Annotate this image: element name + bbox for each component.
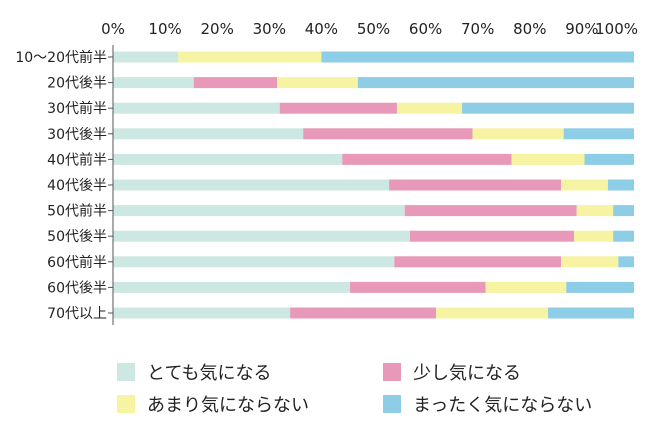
bar-segment bbox=[618, 256, 634, 268]
bar-segment bbox=[113, 307, 291, 319]
bar-segment bbox=[436, 307, 549, 319]
bar-segment bbox=[607, 179, 634, 191]
bar-segment bbox=[394, 256, 562, 268]
bar-segment bbox=[613, 205, 634, 217]
bar-segment bbox=[357, 77, 634, 89]
category-label: 40代後半 bbox=[47, 178, 107, 194]
x-tick-label: 70% bbox=[461, 20, 494, 38]
category-label: 30代前半 bbox=[47, 100, 107, 117]
bar-segment bbox=[548, 307, 634, 319]
bar-segment bbox=[462, 102, 634, 114]
bar-segment bbox=[113, 179, 390, 191]
x-tick-label: 60% bbox=[409, 20, 442, 38]
bar-segment bbox=[113, 51, 179, 63]
bar-segment bbox=[561, 256, 619, 268]
category-label: 50代後半 bbox=[47, 229, 107, 245]
bar-segment bbox=[113, 153, 343, 165]
x-tick-label: 80% bbox=[513, 20, 546, 38]
bar-segment bbox=[404, 205, 577, 217]
x-tick-label: 20% bbox=[201, 20, 234, 38]
x-tick-label: 50% bbox=[357, 20, 390, 38]
category-label: 50代前半 bbox=[47, 203, 107, 220]
bar-segment bbox=[350, 281, 486, 293]
x-tick-label: 0% bbox=[101, 20, 125, 38]
bar-segment bbox=[113, 256, 395, 268]
category-label: 60代前半 bbox=[47, 254, 107, 271]
category-label: 10〜20代前半 bbox=[15, 49, 107, 66]
x-tick-label: 90% bbox=[565, 20, 598, 38]
bar-segment bbox=[485, 281, 567, 293]
bar-segment bbox=[113, 102, 280, 114]
bar-segment bbox=[566, 281, 634, 293]
category-label: 30代後半 bbox=[47, 127, 107, 143]
category-label: 70代以上 bbox=[47, 306, 107, 322]
bar-segment bbox=[303, 128, 473, 140]
bar-segment bbox=[472, 128, 564, 140]
bar-segment bbox=[113, 128, 304, 140]
bar-segment bbox=[396, 102, 463, 114]
bar-segment bbox=[389, 179, 562, 191]
bar-segment bbox=[113, 230, 410, 242]
bar-segment bbox=[409, 230, 575, 242]
bar-segment bbox=[511, 153, 585, 165]
bar-segments bbox=[113, 51, 634, 319]
bar-segment bbox=[584, 153, 634, 165]
category-label: 40代前半 bbox=[47, 151, 107, 168]
bar-segment bbox=[113, 205, 405, 217]
bar-segment bbox=[342, 153, 512, 165]
bar-segment bbox=[613, 230, 634, 242]
bar-segment bbox=[290, 307, 437, 319]
category-label: 20代後半 bbox=[47, 76, 107, 92]
x-tick-label: 30% bbox=[253, 20, 286, 38]
x-axis-ticks: 0% 10% 20% 30% 40% 50% 60% 70% 80% 90%100% bbox=[101, 20, 638, 38]
bar-segment bbox=[193, 77, 278, 89]
bar-segment bbox=[321, 51, 634, 63]
bar-segment bbox=[279, 102, 397, 114]
bar-segment bbox=[113, 281, 351, 293]
bar-segment bbox=[113, 77, 194, 89]
x-tick-label: 40% bbox=[305, 20, 338, 38]
bar-segment bbox=[576, 205, 614, 217]
bar-segment bbox=[574, 230, 614, 242]
category-label: 60代後半 bbox=[47, 280, 107, 296]
x-tick-label: 100% bbox=[595, 20, 638, 38]
bar-segment bbox=[561, 179, 608, 191]
bar-segment bbox=[563, 128, 634, 140]
x-tick-label: 10% bbox=[148, 20, 181, 38]
y-axis-categories: 10〜20代前半 20代後半 30代前半 30代後半 40代前半 40代後半 50代前半 50… bbox=[15, 49, 113, 322]
bar-segment bbox=[277, 77, 358, 89]
bar-segment bbox=[178, 51, 322, 63]
